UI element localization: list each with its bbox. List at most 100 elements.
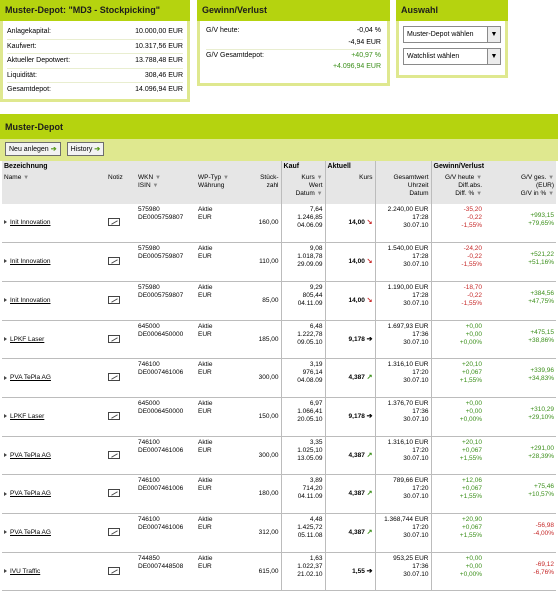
depot-summary-value: 308,46 EUR [144,71,183,79]
gewinn-verlust-panel: Gewinn/Verlust G/V heute: -0,04 % -4,94 … [197,0,390,86]
cell-gesamtwert: 789,66 EUR 17:20 30.07.10 [374,474,432,514]
arrow-right-icon: ➔ [94,145,101,153]
col-header-gvheute[interactable]: G/V heute ▼ Diff.abs. Diff. % ▼ [430,172,485,204]
note-edit-icon[interactable] [108,566,120,575]
cell-kauf: 3,19 976,14 04.08.09 [280,358,326,398]
stock-link[interactable]: LPKF Laser [10,412,45,420]
cell-kauf: 9,08 1.018,78 29.09.09 [280,242,326,282]
depot-summary-value: 10.000,00 EUR [135,28,183,35]
stock-link[interactable]: PVA TePla AG [10,529,51,536]
musterdepot-select[interactable]: Muster-Depot wählen ▼ [403,26,501,43]
cell-wkn-isin: 746100 DE0007461006 [136,474,196,514]
auswahl-panel: Auswahl Muster-Depot wählen ▼ Watchlist … [396,0,508,78]
cell-gvges: +75,46 +10,57% [484,474,557,514]
arrow-right-icon: ➔ [366,412,373,420]
arrow-down-icon: ↘ [366,219,373,226]
gv-panel-title: Gewinn/Verlust [197,0,390,21]
cell-gvheute: +20,10 +0,067 +1,55% [430,358,485,398]
stock-link[interactable]: Init Innovation [10,296,51,304]
note-edit-icon[interactable] [108,411,120,420]
cell-stueck: 85,00 [251,281,282,321]
history-button[interactable]: History ➔ [66,142,105,156]
cell-notiz [106,281,136,321]
cell-gvheute: -35,20 -0,22 -1,55% [430,204,485,244]
cell-stueck: 150,00 [251,397,282,437]
cell-gvheute: -24,20 -0,22 -1,55% [430,242,485,282]
cell-name: Init Innovation [2,204,106,244]
note-edit-icon[interactable] [108,334,120,343]
col-header-name[interactable]: Name ▼ [2,172,106,204]
col-header-notiz: Notiz [106,172,136,204]
cell-kauf: 4,48 1.425,72 05.11.08 [280,513,326,553]
col-header-kauf[interactable]: Kurs ▼ Wert Datum ▼ [280,172,326,204]
cell-gesamtwert: 2.240,00 EUR 17:28 30.07.10 [374,204,432,244]
note-edit-icon[interactable] [108,489,120,498]
depot-summary-row: Aktueller Depotwert: 13.788,48 EUR [7,54,183,69]
cell-akurs: 4,387 ↗ [324,474,376,514]
cell-gvges: +339,96 +34,83% [484,358,557,398]
stock-link[interactable]: Init Innovation [10,258,51,266]
cell-gvheute: +20,10 +0,067 +1,55% [430,436,485,476]
note-edit-icon[interactable] [108,528,120,536]
gv-heute-abs-row: -4,94 EUR [206,37,381,49]
cell-wkn-isin: 645000 DE0006450000 [136,397,196,437]
cell-name: Init Innovation [2,242,106,282]
table-row: PVA TePla AG 746100 DE0007461006 Aktie EUR 18… [2,474,557,514]
note-edit-icon[interactable] [108,257,120,266]
depot-summary-list: Anlagekapital: 10.000,00 EUR Kaufwert: 10.3… [0,21,190,102]
cell-notiz [106,358,136,398]
muster-depot-panel: Muster-Depot Neu anlegen ➔ History ➔ Bez… [0,114,558,598]
cell-kauf: 1,63 1.022,37 21.02.10 [280,552,326,592]
cell-akurs: 14,00 ↘ [324,242,376,282]
stock-link[interactable]: IVU Traffic [10,567,41,575]
cell-notiz [106,320,136,360]
note-edit-icon[interactable] [108,450,120,459]
triangle-right-icon [4,530,7,535]
cell-stueck: 110,00 [251,242,282,282]
arrow-down-icon: ↘ [366,296,373,304]
stock-link[interactable]: Init Innovation [10,219,51,226]
cell-wkn-isin: 746100 DE0007461006 [136,513,196,553]
cell-wkn-isin: 746100 DE0007461006 [136,358,196,398]
note-edit-icon[interactable] [108,218,120,226]
table-row: PVA TePla AG 746100 DE0007461006 Aktie EUR 31… [2,513,557,553]
cell-wkn-isin: 575980 DE0005759807 [136,242,196,282]
depot-summary-row: Kaufwert: 10.317,56 EUR [7,40,183,54]
chevron-down-icon[interactable]: ▼ [487,49,500,64]
stock-link[interactable]: PVA TePla AG [10,451,51,459]
neu-anlegen-button[interactable]: Neu anlegen ➔ [5,142,61,156]
cell-name: PVA TePla AG [2,358,106,398]
stock-link[interactable]: PVA TePla AG [10,490,51,498]
cell-gesamtwert: 1.316,10 EUR 17:20 30.07.10 [374,358,432,398]
gv-gesamt-abs: +4.096,94 EUR [332,63,381,70]
note-edit-icon[interactable] [108,295,120,304]
chevron-down-icon[interactable]: ▼ [487,27,500,42]
col-header-wkn-isin[interactable]: WKN ▼ ISIN ▼ [136,172,196,204]
cell-gesamtwert: 1.697,93 EUR 17:36 30.07.10 [374,320,432,360]
cell-wkn-isin: 575980 DE0005759807 [136,281,196,321]
cell-kauf: 3,35 1.025,10 13.05.09 [280,436,326,476]
cell-akurs: 14,00 ↘ [324,204,376,244]
note-edit-icon[interactable] [108,373,120,382]
col-header-wptyp[interactable]: WP-Typ ▼ Währung [196,172,251,204]
table-group-header: Bezeichnung Kauf Aktuell Gewinn/Verlust [2,161,557,172]
stock-link[interactable]: PVA TePla AG [10,374,51,382]
gv-panel-body: G/V heute: -0,04 % -4,94 EUR G/V Gesamtd… [197,21,390,86]
cell-notiz [106,474,136,514]
cell-gvheute: +0,00 +0,00 +0,00% [430,397,485,437]
arrow-up-icon: ↗ [366,529,373,536]
col-header-gvges[interactable]: G/V ges. ▼ (EUR) G/V in % ▼ [484,172,557,204]
watchlist-select[interactable]: Watchlist wählen ▼ [403,48,501,65]
muster-depot-title: Muster-Depot [0,114,558,139]
cell-typ: Aktie EUR [196,552,251,592]
cell-typ: Aktie EUR [196,358,251,398]
cell-name: PVA TePla AG [2,513,106,553]
cell-notiz [106,513,136,553]
cell-typ: Aktie EUR [196,281,251,321]
cell-kauf: 7,64 1.246,85 04.06.09 [280,204,326,244]
cell-stueck: 300,00 [251,436,282,476]
stock-link[interactable]: LPKF Laser [10,335,45,343]
cell-stueck: 160,00 [251,204,282,244]
cell-kauf: 9,29 805,44 04.11.09 [280,281,326,321]
watchlist-select-value: Watchlist wählen [407,53,460,60]
